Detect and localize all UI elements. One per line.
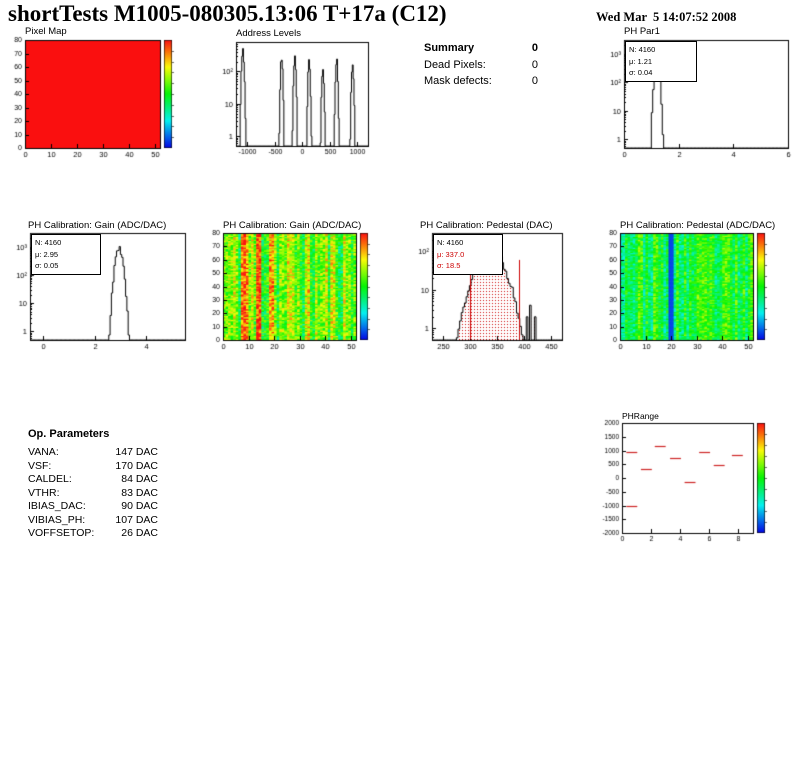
stat-mean: μ: 2.95 bbox=[35, 249, 59, 259]
page-title: shortTests M1005-080305.13:06 T+17a (C12… bbox=[8, 1, 447, 26]
pedestal-stats-box: N: 4160 μ: 337.0 σ: 18.5 bbox=[433, 234, 503, 275]
summary-label: Dead Pixels: bbox=[424, 58, 486, 71]
param-name: VOFFSETOP: bbox=[28, 527, 95, 539]
op-param-row-vsf: VSF: 170 DAC bbox=[28, 460, 158, 474]
op-param-row-vana: VANA: 147 DAC bbox=[28, 446, 158, 460]
stat-entries: N: 4160 bbox=[629, 45, 656, 54]
summary-total: 0 bbox=[531, 42, 538, 54]
param-value: 84 DAC bbox=[121, 473, 158, 485]
param-name: VIBIAS_PH: bbox=[28, 513, 86, 526]
op-param-row-vibias-ph: VIBIAS_PH: 107 DAC bbox=[28, 514, 158, 528]
op-param-row-ibias-dac: IBIAS_DAC: 90 DAC bbox=[28, 500, 158, 514]
param-name: CALDEL: bbox=[28, 473, 72, 485]
stat-entries: N: 4160 bbox=[437, 238, 464, 247]
op-param-row-caldel: CALDEL: 84 DAC bbox=[28, 473, 158, 487]
op-parameters-title: Op. Parameters bbox=[28, 428, 110, 440]
param-name: VSF: bbox=[28, 459, 52, 472]
param-value: 170 DAC bbox=[115, 459, 158, 472]
op-param-row-voffsetop: VOFFSETOP: 26 DAC bbox=[28, 527, 158, 541]
stat-mean: μ: 337.0 bbox=[437, 249, 465, 259]
stat-sigma: σ: 0.04 bbox=[629, 68, 653, 78]
stat-sigma: σ: 18.5 bbox=[437, 261, 461, 271]
op-param-row-vthr: VTHR: 83 DAC bbox=[28, 487, 158, 501]
summary-value: 0 bbox=[531, 58, 538, 71]
op-parameters-panel: Op. Parameters VANA: 147 DAC VSF: 170 DA… bbox=[28, 428, 158, 541]
param-name: VANA: bbox=[28, 446, 59, 458]
ph-par1-stats-box: N: 4160 μ: 1.21 σ: 0.04 bbox=[625, 41, 697, 82]
param-name: VTHR: bbox=[28, 486, 60, 499]
summary-label: Mask defects: bbox=[424, 75, 492, 87]
stat-entries: N: 4160 bbox=[35, 238, 62, 247]
summary-title: Summary bbox=[424, 42, 475, 54]
stat-sigma: σ: 0.05 bbox=[35, 261, 59, 271]
param-value: 26 DAC bbox=[121, 527, 158, 539]
summary-row-mask-defects: Mask defects: 0 bbox=[424, 75, 538, 88]
summary-panel: Summary 0 Dead Pixels: 0 Mask defects: 0 bbox=[424, 42, 538, 92]
summary-row-dead-pixels: Dead Pixels: 0 bbox=[424, 59, 538, 72]
param-value: 83 DAC bbox=[121, 486, 158, 499]
param-value: 90 DAC bbox=[121, 500, 158, 512]
timestamp: Wed Mar 5 14:07:52 2008 bbox=[596, 10, 737, 24]
summary-value: 0 bbox=[531, 75, 538, 87]
gain-stats-box: N: 4160 μ: 2.95 σ: 0.05 bbox=[31, 234, 101, 275]
param-value: 107 DAC bbox=[115, 513, 158, 526]
param-name: IBIAS_DAC: bbox=[28, 500, 86, 512]
summary-header-row: Summary 0 bbox=[424, 42, 538, 55]
param-value: 147 DAC bbox=[115, 446, 158, 458]
stat-mean: μ: 1.21 bbox=[629, 56, 653, 66]
